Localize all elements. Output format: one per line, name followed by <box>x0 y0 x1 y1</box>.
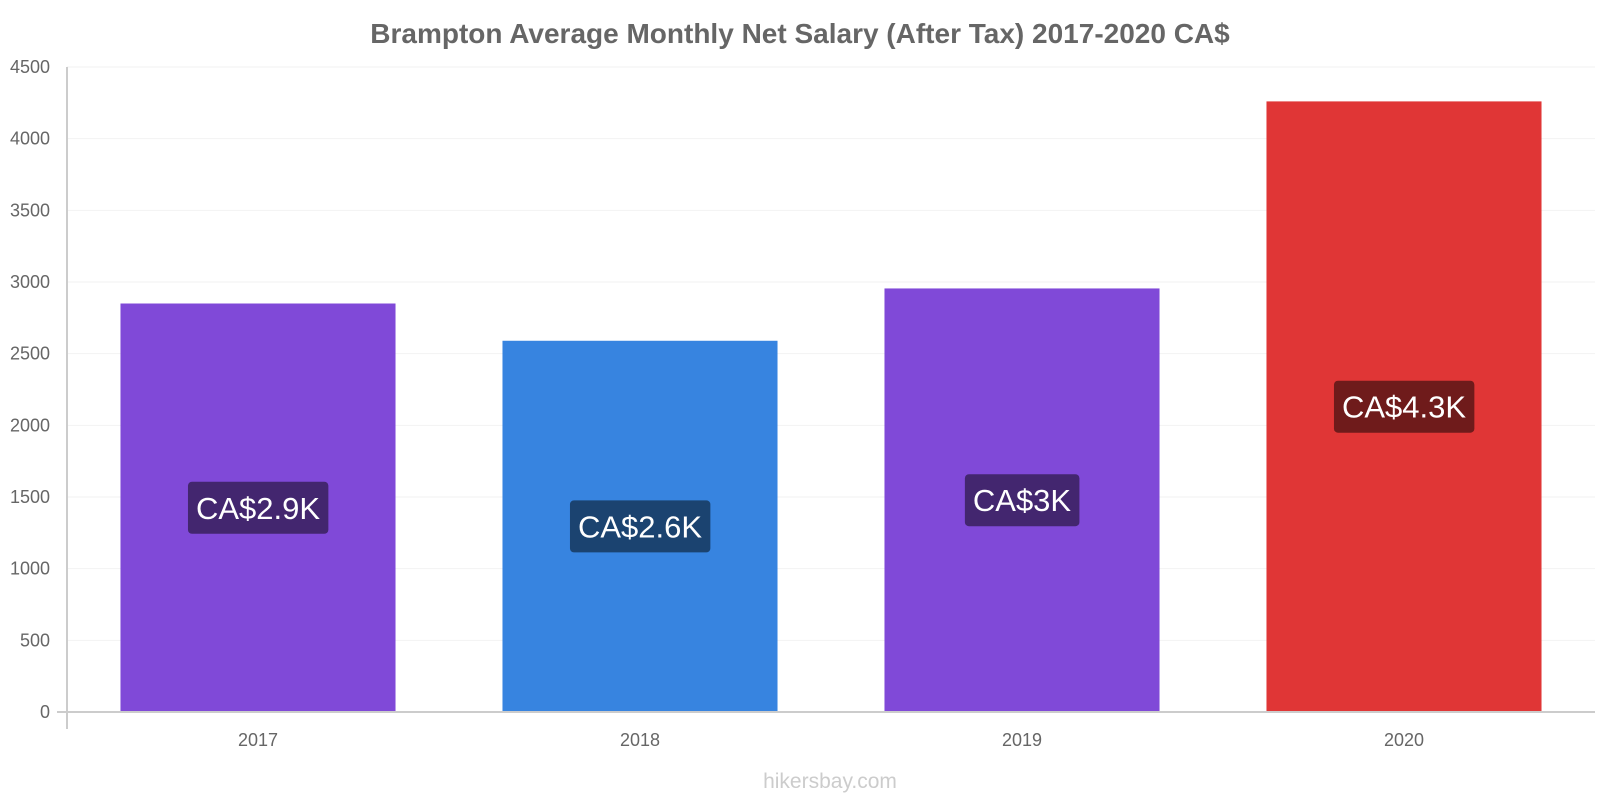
y-tick-label: 3500 <box>10 200 50 220</box>
x-tick-label: 2019 <box>1002 730 1042 750</box>
x-tick-label: 2020 <box>1384 730 1424 750</box>
y-tick-label: 3000 <box>10 272 50 292</box>
data-label-2020: CA$4.3K <box>1333 380 1475 433</box>
data-label-text: CA$2.6K <box>578 509 702 544</box>
y-tick-label: 1000 <box>10 559 50 579</box>
x-tick-label: 2017 <box>238 730 278 750</box>
chart-title: Brampton Average Monthly Net Salary (Aft… <box>370 18 1230 49</box>
y-tick-label: 0 <box>40 702 50 722</box>
data-labels: CA$2.9K CA$2.6K CA$3K CA$4.3K <box>187 380 1475 553</box>
data-label-text: CA$4.3K <box>1342 390 1466 425</box>
data-label-box <box>964 474 1080 527</box>
x-tick-label: 2018 <box>620 730 660 750</box>
data-label-text: CA$3K <box>973 483 1072 518</box>
y-tick-label: 500 <box>20 630 50 650</box>
data-label-2017: CA$2.9K <box>187 481 329 534</box>
y-tick-label: 4500 <box>10 57 50 77</box>
data-label-box <box>187 481 329 534</box>
data-label-box <box>1333 380 1475 433</box>
y-tick-label: 4000 <box>10 129 50 149</box>
watermark: hikersbay.com <box>763 770 897 793</box>
axes: 0 500 1000 1500 2000 2500 3000 3500 4000 4500 2017… <box>10 57 1595 750</box>
data-label-2019: CA$3K <box>964 474 1080 527</box>
data-label-box <box>569 500 711 553</box>
bars <box>120 101 1542 712</box>
y-tick-label: 2000 <box>10 415 50 435</box>
y-tick-label: 2500 <box>10 344 50 364</box>
data-label-2018: CA$2.6K <box>569 500 711 553</box>
y-tick-label: 1500 <box>10 487 50 507</box>
data-label-text: CA$2.9K <box>196 491 320 526</box>
